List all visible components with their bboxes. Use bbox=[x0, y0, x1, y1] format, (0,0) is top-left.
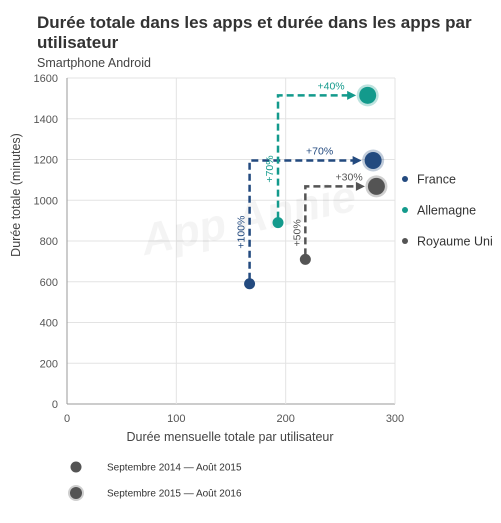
y-tick-label: 200 bbox=[40, 358, 58, 370]
point-start bbox=[244, 278, 256, 290]
y-tick-label: 0 bbox=[52, 399, 58, 411]
series-path bbox=[276, 94, 349, 219]
x-tick-label: 200 bbox=[276, 413, 294, 425]
period-label: Septembre 2015 — Août 2016 bbox=[107, 489, 242, 500]
period-legend: Septembre 2014 — Août 2015 Septembre 2015… bbox=[68, 461, 242, 501]
point-end bbox=[359, 86, 377, 104]
y-tick-label: 800 bbox=[40, 236, 58, 248]
point-end bbox=[364, 152, 382, 170]
y-tick-label: 1000 bbox=[34, 195, 58, 207]
arrowhead bbox=[352, 156, 362, 166]
series-path bbox=[304, 185, 357, 256]
y-change-label: +70% bbox=[264, 155, 276, 182]
legend-label: France bbox=[417, 173, 456, 187]
legend-marker bbox=[402, 176, 408, 182]
point-end bbox=[367, 177, 385, 195]
legend: France Allemagne Royaume Uni bbox=[402, 173, 493, 249]
tick-labels: 0 200 400 600 800 1000 1200 1400 1600 0 100 200 300 bbox=[34, 73, 405, 425]
series-layer: +70% +100% +40% +70% +30% +50% bbox=[236, 80, 388, 290]
legend-label: Allemagne bbox=[417, 204, 476, 218]
legend-label: Royaume Uni bbox=[417, 235, 493, 249]
y-tick-label: 400 bbox=[40, 318, 58, 330]
legend-marker bbox=[402, 238, 408, 244]
y-tick-label: 600 bbox=[40, 277, 58, 289]
series-path bbox=[248, 159, 354, 280]
point-start bbox=[272, 217, 284, 229]
x-tick-label: 100 bbox=[167, 413, 185, 425]
x-tick-label: 300 bbox=[386, 413, 404, 425]
chart-title: Durée totale dans les apps et durée dans… bbox=[37, 13, 472, 52]
x-change-label: +30% bbox=[336, 171, 363, 183]
chart-subtitle: Smartphone Android bbox=[37, 56, 151, 70]
period-marker-large bbox=[70, 487, 82, 499]
x-change-label: +40% bbox=[318, 80, 345, 92]
y-axis-title: Durée totale (minutes) bbox=[9, 133, 23, 257]
legend-marker bbox=[402, 207, 408, 213]
point-start bbox=[299, 253, 311, 265]
arrowhead bbox=[355, 181, 365, 191]
x-tick-label: 0 bbox=[64, 413, 70, 425]
period-label: Septembre 2014 — Août 2015 bbox=[107, 463, 242, 474]
grid bbox=[66, 77, 396, 405]
y-tick-label: 1400 bbox=[34, 114, 58, 126]
period-marker-small bbox=[70, 461, 82, 473]
x-change-label: +70% bbox=[306, 146, 333, 158]
x-axis-title: Durée mensuelle totale par utilisateur bbox=[126, 430, 333, 444]
y-change-label: +100% bbox=[236, 216, 248, 249]
arrowhead bbox=[347, 90, 357, 100]
y-tick-label: 1600 bbox=[34, 73, 58, 85]
y-change-label: +50% bbox=[291, 219, 303, 246]
y-tick-label: 1200 bbox=[34, 155, 58, 167]
